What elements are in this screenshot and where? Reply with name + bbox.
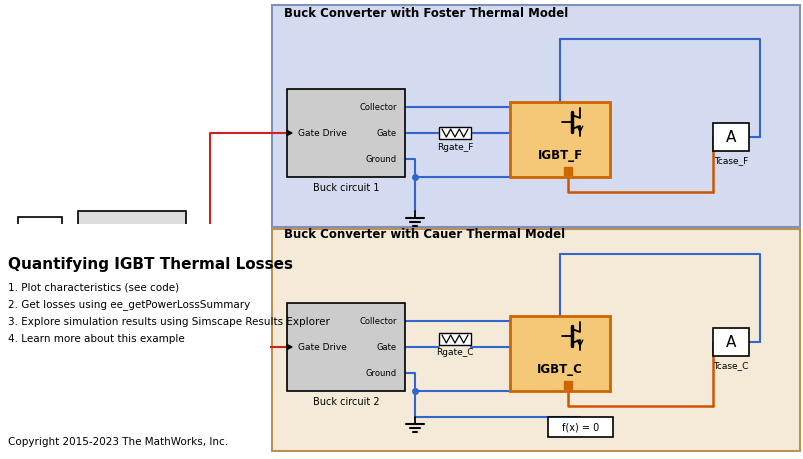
Text: 1 at 50e-3 s: 1 at 50e-3 s [13, 263, 67, 272]
Text: Buck Converter with Cauer Thermal Model: Buck Converter with Cauer Thermal Model [283, 228, 565, 241]
Bar [18, 218, 62, 252]
Bar [78, 212, 185, 259]
Polygon shape [78, 233, 83, 238]
Text: Buck Converter with Foster Thermal Model: Buck Converter with Foster Thermal Model [283, 6, 568, 19]
Text: Gate Drive: Gate Drive [297, 129, 346, 138]
Bar [287, 91, 403, 177]
Text: Buck circuit 1: Buck circuit 1 [312, 183, 379, 193]
Bar [712, 328, 748, 356]
Bar [271, 230, 799, 451]
Text: Tcase_F: Tcase_F [713, 156, 748, 165]
Text: Pulse generator: Pulse generator [91, 263, 173, 274]
Text: f(x) = 0: f(x) = 0 [561, 422, 598, 432]
Text: Ground: Ground [365, 369, 397, 378]
Bar [509, 316, 609, 391]
Text: Buck circuit 2: Buck circuit 2 [312, 396, 379, 406]
Text: 1. Plot characteristics (see code): 1. Plot characteristics (see code) [8, 282, 179, 292]
Bar [287, 304, 403, 390]
Text: Switch: Switch [116, 225, 148, 235]
Text: Ground: Ground [365, 155, 397, 164]
Polygon shape [74, 233, 78, 236]
Bar [563, 381, 571, 389]
Text: IGBT_F: IGBT_F [536, 149, 582, 162]
Bar [271, 6, 799, 228]
Text: Rgate_F: Rgate_F [436, 142, 473, 151]
Text: Step: Step [28, 253, 52, 263]
Text: Tcase_C: Tcase_C [712, 361, 748, 369]
Text: Copyright 2015-2023 The MathWorks, Inc.: Copyright 2015-2023 The MathWorks, Inc. [8, 436, 228, 446]
Text: A: A [725, 335, 736, 350]
Bar [548, 417, 612, 437]
Text: Collector: Collector [359, 103, 397, 112]
Text: Quantifying IGBT Thermal Losses: Quantifying IGBT Thermal Losses [8, 257, 292, 272]
Bar [563, 168, 571, 176]
Bar [0, 224, 270, 459]
Bar [712, 124, 748, 151]
Text: Gate: Gate [377, 343, 397, 352]
Text: 3. Explore simulation results using Simscape Results Explorer: 3. Explore simulation results using Sims… [8, 316, 329, 326]
Bar [287, 303, 405, 391]
Text: Collector: Collector [359, 317, 397, 326]
Polygon shape [287, 131, 291, 136]
Text: Gate Drive: Gate Drive [105, 237, 158, 247]
Text: Gate Drive: Gate Drive [297, 343, 346, 352]
Bar [438, 333, 471, 345]
Text: A: A [725, 130, 736, 145]
Polygon shape [287, 345, 291, 350]
Text: 2. Get losses using ee_getPowerLossSummary: 2. Get losses using ee_getPowerLossSumma… [8, 299, 250, 310]
Bar [509, 103, 609, 178]
Text: Rgate_C: Rgate_C [436, 348, 473, 357]
Bar [438, 128, 471, 140]
Text: 4. Learn more about this example: 4. Learn more about this example [8, 333, 185, 343]
Bar [287, 90, 405, 178]
Bar [79, 213, 185, 258]
Text: IGBT_C: IGBT_C [536, 363, 582, 375]
Text: Gate: Gate [377, 129, 397, 138]
